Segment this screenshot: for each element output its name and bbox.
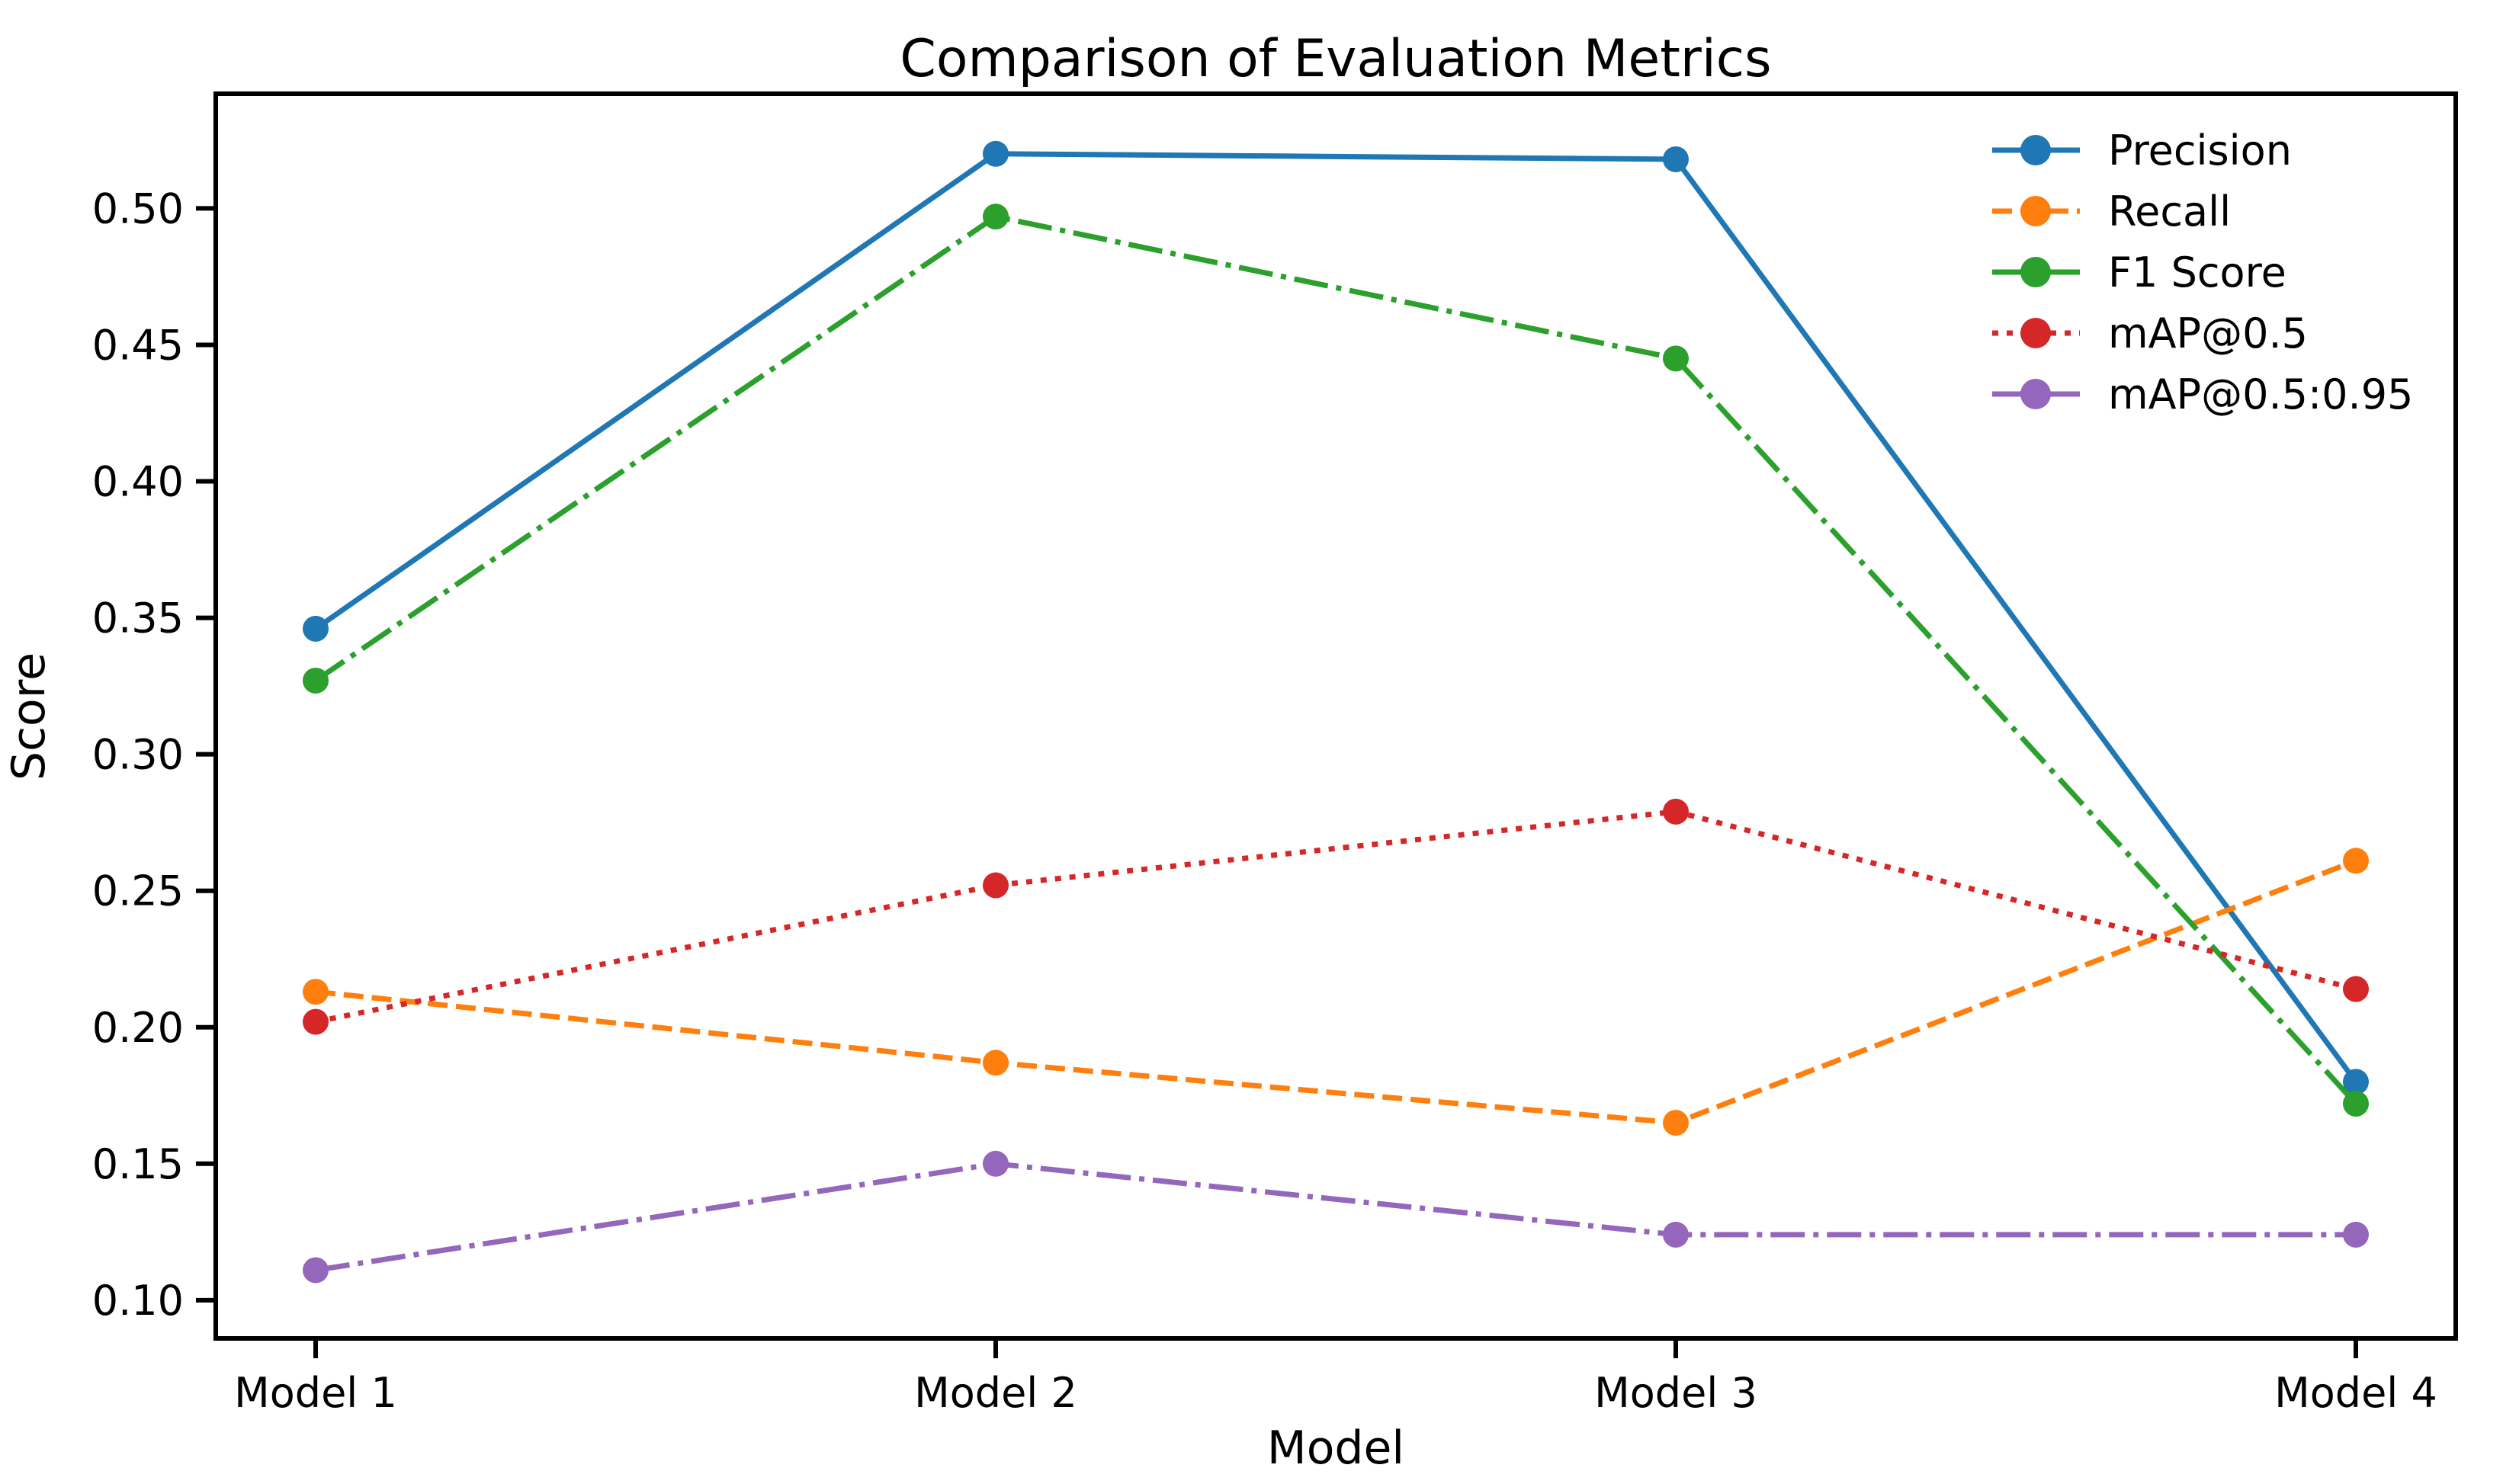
axes-spines [213, 91, 2458, 1341]
data-point-marker [2343, 1069, 2369, 1095]
x-tick-label-model-2: Model 2 [914, 1369, 1077, 1417]
legend-marker [2020, 196, 2051, 226]
series-recall [303, 848, 2369, 1136]
y-axis-label: Score [2, 652, 56, 780]
x-axis-label: Model [1267, 1421, 1404, 1475]
legend-marker [2020, 379, 2051, 409]
series-map-0-5-0-95 [303, 1150, 2369, 1284]
y-tick-label: 0.40 [92, 458, 184, 506]
y-tick-label: 0.15 [92, 1140, 184, 1188]
series-line-recall [315, 858, 2357, 1126]
y-tick-label: 0.30 [92, 731, 184, 779]
x-tick-label-model-3: Model 3 [1594, 1369, 1757, 1417]
legend-label-map-0-5-0-95: mAP@0.5:0.95 [2108, 370, 2413, 418]
legend-label-recall: Recall [2108, 188, 2231, 236]
legend-marker [2020, 318, 2051, 348]
data-point-marker [983, 1050, 1009, 1076]
data-point-marker [2343, 976, 2369, 1002]
data-point-marker [2343, 848, 2369, 874]
data-point-marker [983, 204, 1009, 230]
data-point-marker [1663, 146, 1689, 172]
data-point-marker [2343, 1221, 2369, 1248]
data-point-marker [983, 140, 1009, 167]
plot-area [216, 94, 2456, 1338]
data-point-marker [1663, 1221, 1689, 1248]
legend-label-map-0-5: mAP@0.5 [2108, 309, 2308, 357]
legend: Precision Recall F1 Score mAP@0.5 mAP@0.5:0.… [1992, 127, 2413, 418]
y-tick-label: 0.25 [92, 867, 184, 915]
data-point-marker [303, 1257, 329, 1284]
series-line-f1-score [314, 213, 2358, 1106]
data-point-marker [2343, 1091, 2369, 1117]
y-tick-label: 0.35 [92, 595, 184, 643]
x-tick-label-model-1: Model 1 [234, 1369, 397, 1417]
series-line-precision [313, 151, 2358, 1084]
y-axis-ticks: 0.10 0.15 0.20 0.25 0.30 0.35 0.40 0.45 0.50 [92, 184, 216, 1325]
legend-marker [2020, 135, 2051, 165]
series-group [303, 140, 2369, 1284]
x-axis-ticks: Model 1 Model 2 Model 3 Model 4 [234, 1338, 2437, 1417]
data-point-marker [1663, 1110, 1689, 1136]
series-f1-score [303, 204, 2369, 1117]
y-tick-label: 0.10 [92, 1277, 184, 1325]
data-point-marker [1663, 798, 1689, 825]
legend-item-recall: Recall [1992, 188, 2231, 236]
y-tick-label: 0.45 [92, 321, 184, 369]
y-tick-label: 0.50 [92, 184, 184, 232]
chart-title: Comparison of Evaluation Metrics [900, 29, 1771, 89]
legend-label-f1-score: F1 Score [2108, 248, 2286, 296]
legend-item-map-0-5-0-95: mAP@0.5:0.95 [1992, 370, 2413, 418]
data-point-marker [1663, 345, 1689, 372]
data-point-marker [983, 1150, 1009, 1177]
legend-item-precision: Precision [1992, 127, 2292, 175]
data-point-marker [303, 615, 329, 642]
x-tick-label-model-4: Model 4 [2274, 1369, 2437, 1417]
legend-item-map-0-5: mAP@0.5 [1992, 309, 2308, 357]
y-tick-label: 0.20 [92, 1004, 184, 1052]
series-map-0-5 [303, 798, 2369, 1035]
series-line-map-0-5-0-95 [315, 1161, 2356, 1273]
data-point-marker [303, 667, 329, 694]
data-point-marker [983, 872, 1009, 899]
series-line-map-0-5 [315, 809, 2357, 1025]
series-precision [303, 140, 2369, 1095]
legend-label-precision: Precision [2108, 127, 2292, 175]
data-point-marker [303, 979, 329, 1005]
legend-marker [2020, 257, 2051, 287]
data-point-marker [303, 1008, 329, 1035]
legend-item-f1-score: F1 Score [1992, 248, 2286, 296]
